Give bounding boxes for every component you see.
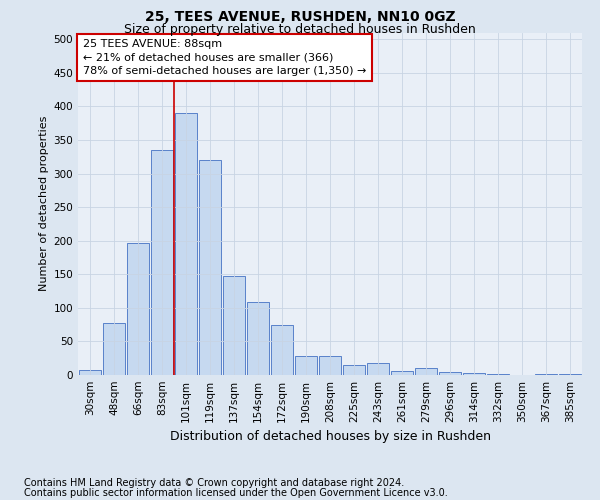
Bar bbox=[199, 160, 221, 375]
Bar bbox=[535, 374, 557, 375]
Bar bbox=[415, 368, 437, 375]
Bar bbox=[367, 363, 389, 375]
Bar bbox=[391, 371, 413, 375]
Bar bbox=[247, 302, 269, 375]
Bar bbox=[223, 276, 245, 375]
Bar bbox=[559, 374, 581, 375]
Bar bbox=[79, 370, 101, 375]
Bar bbox=[175, 113, 197, 375]
Bar bbox=[439, 372, 461, 375]
Text: Contains public sector information licensed under the Open Government Licence v3: Contains public sector information licen… bbox=[24, 488, 448, 498]
Bar bbox=[463, 373, 485, 375]
X-axis label: Distribution of detached houses by size in Rushden: Distribution of detached houses by size … bbox=[170, 430, 491, 444]
Bar bbox=[487, 374, 509, 375]
Bar bbox=[319, 356, 341, 375]
Bar bbox=[295, 356, 317, 375]
Text: 25 TEES AVENUE: 88sqm
← 21% of detached houses are smaller (366)
78% of semi-det: 25 TEES AVENUE: 88sqm ← 21% of detached … bbox=[83, 40, 367, 76]
Bar bbox=[271, 324, 293, 375]
Text: Size of property relative to detached houses in Rushden: Size of property relative to detached ho… bbox=[124, 22, 476, 36]
Bar bbox=[127, 242, 149, 375]
Text: 25, TEES AVENUE, RUSHDEN, NN10 0GZ: 25, TEES AVENUE, RUSHDEN, NN10 0GZ bbox=[145, 10, 455, 24]
Bar bbox=[151, 150, 173, 375]
Bar bbox=[343, 365, 365, 375]
Y-axis label: Number of detached properties: Number of detached properties bbox=[39, 116, 49, 292]
Text: Contains HM Land Registry data © Crown copyright and database right 2024.: Contains HM Land Registry data © Crown c… bbox=[24, 478, 404, 488]
Bar bbox=[103, 322, 125, 375]
